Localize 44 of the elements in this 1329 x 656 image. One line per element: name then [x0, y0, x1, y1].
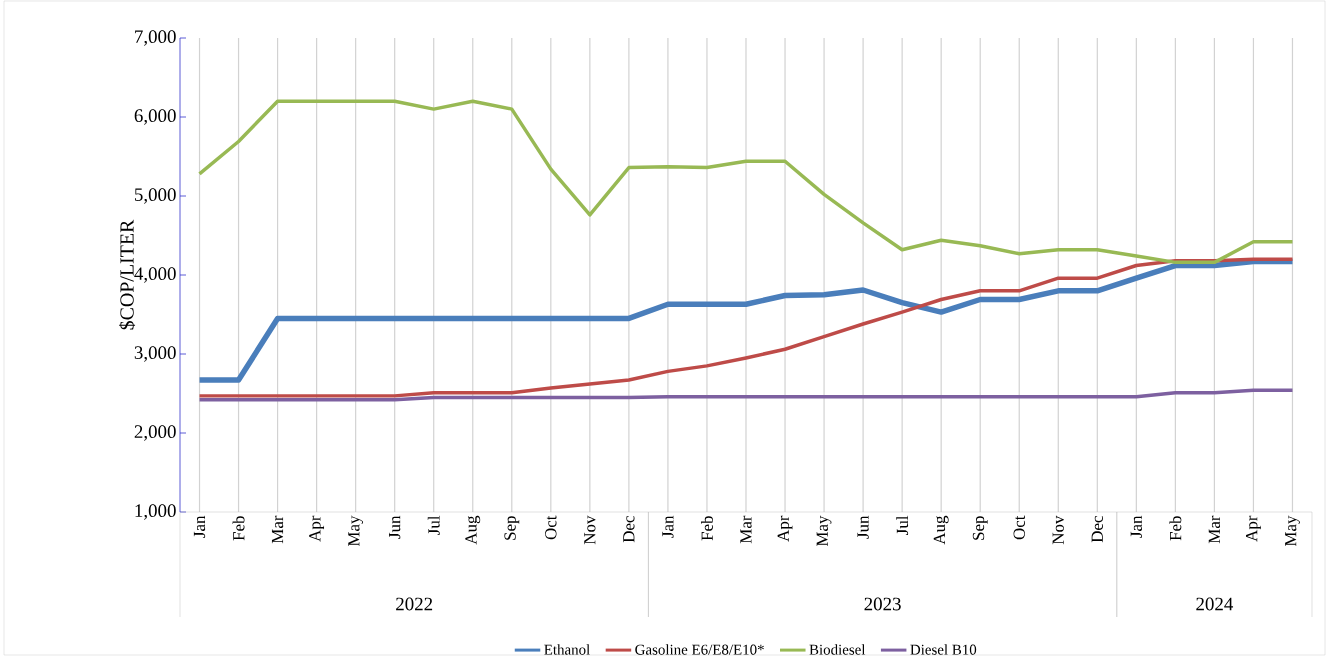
x-tick-label: Apr: [777, 515, 793, 542]
x-tick-label: May: [816, 515, 832, 547]
x-tick-label: Dec: [623, 516, 635, 543]
x-tick-label: Mar: [271, 515, 284, 544]
y-axis-title: $COP/LITER: [119, 219, 136, 330]
x-tick-label: Nov: [1052, 515, 1064, 545]
y-tick-label: 2,000: [134, 425, 176, 441]
x-tick-label: Mar: [740, 515, 752, 544]
x-tick-label: Jun: [857, 515, 869, 539]
x-tick-label: Apr: [309, 515, 325, 542]
legend-label: Biodiesel: [809, 644, 866, 655]
x-tick-label: Jan: [662, 515, 674, 538]
x-tick-label: Apr: [1246, 515, 1261, 542]
x-tick-label: May: [348, 515, 364, 547]
x-tick-label: Feb: [1169, 516, 1182, 541]
x-tick-label: Aug: [933, 515, 949, 545]
x-tick-label: Aug: [465, 515, 481, 545]
x-tick-label: Sep: [504, 516, 520, 540]
y-tick-label: 1,000: [135, 504, 176, 520]
y-tick-label: 7,000: [135, 30, 176, 46]
legend-label: Ethanol: [544, 644, 590, 655]
y-tick-label: 6,000: [134, 109, 176, 125]
legend-label: Gasoline E6/E8/E10*: [635, 644, 764, 655]
x-tick-label: Jul: [896, 515, 909, 535]
x-tick-label: Oct: [1013, 515, 1025, 540]
x-tick-label: Feb: [232, 516, 245, 541]
x-tick-label: Oct: [545, 515, 557, 540]
legend-label: Diesel B10: [910, 644, 977, 655]
text: 2022: [396, 597, 433, 611]
text: 2023: [864, 597, 901, 611]
x-tick-label: Jan: [193, 515, 206, 538]
x-tick-label: Jun: [389, 515, 401, 539]
y-tick-label: 4,000: [134, 267, 176, 283]
x-tick-label: Dec: [1091, 516, 1103, 543]
y-tick-label: 5,000: [134, 188, 176, 204]
x-tick-label: Mar: [1208, 515, 1221, 544]
x-tick-label: Nov: [584, 515, 596, 545]
x-tick-label: May: [1285, 515, 1300, 547]
x-tick-label: Sep: [972, 516, 988, 540]
x-tick-label: Jan: [1130, 515, 1142, 538]
text: 2024: [1196, 597, 1234, 611]
y-tick-label: 3,000: [134, 346, 176, 362]
x-tick-label: Jul: [427, 515, 440, 535]
x-tick-label: Feb: [701, 516, 713, 541]
